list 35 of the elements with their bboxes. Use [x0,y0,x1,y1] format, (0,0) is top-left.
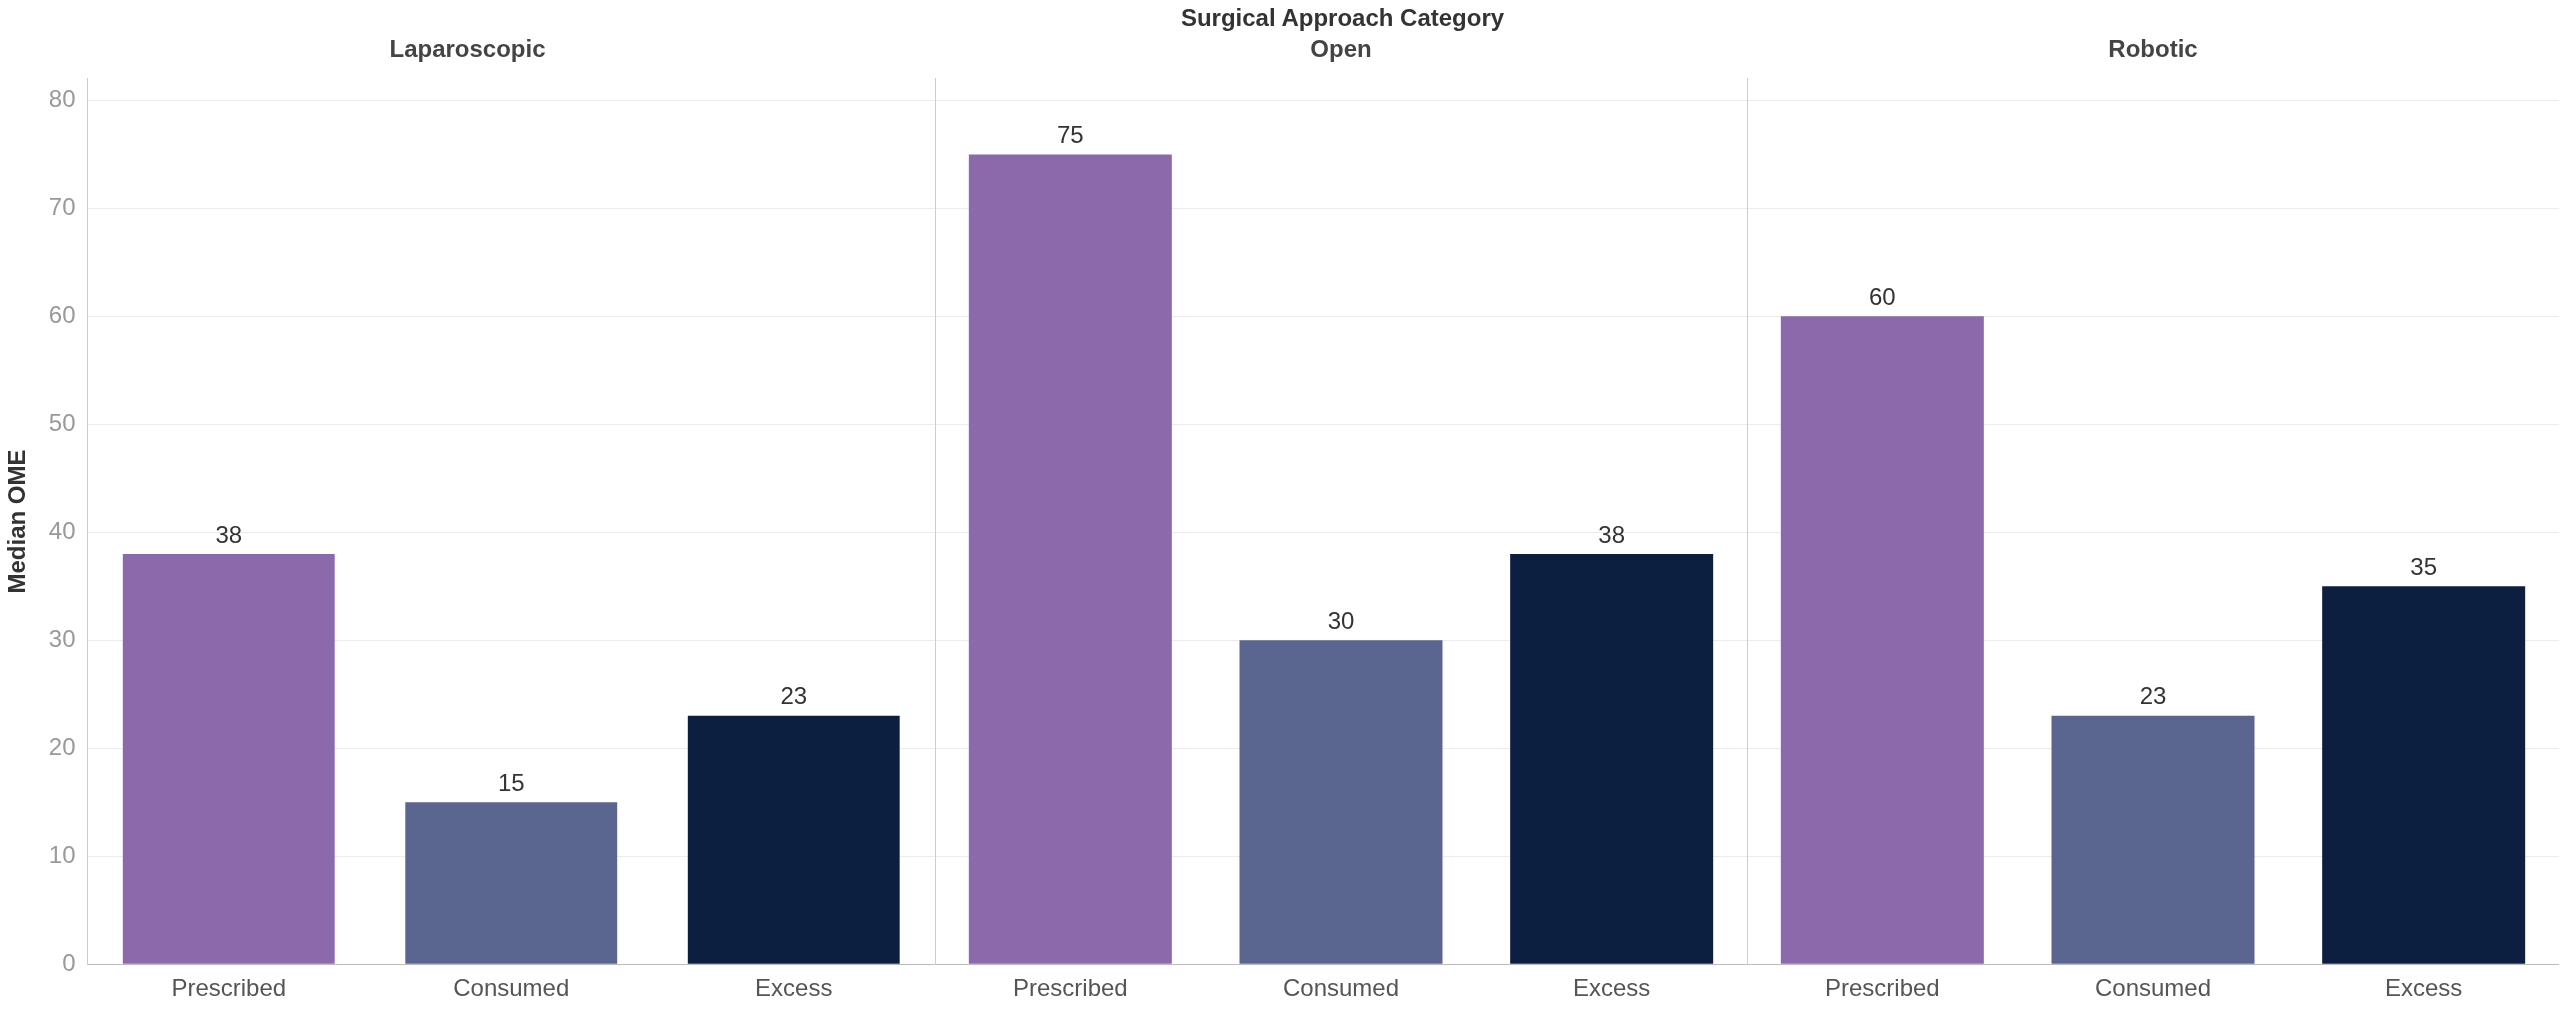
data-label: 23 [2139,682,2167,710]
y-tick-label: 40 [48,516,76,544]
x-tick-label: Excess [755,974,833,1002]
data-label: 23 [780,682,808,710]
text: Surgical Approach Category [1179,4,1506,32]
chart-title: Open [1310,35,1372,63]
y-tick-label: 60 [48,300,76,328]
x-tick-label: Excess [1572,974,1651,1002]
y-tick-label: 10 [48,840,76,868]
data-label: 15 [497,768,525,796]
bar [405,802,618,964]
chart-title: Robotic [2108,35,2198,63]
x-tick-label: Prescribed [1012,974,1128,1002]
data-label: 30 [1327,606,1355,634]
x-tick-label: Prescribed [171,974,287,1002]
chart-title: Laparoscopic [389,35,546,63]
y-tick-label: 70 [48,193,76,220]
data-label: 75 [1056,121,1084,149]
x-tick-label: Consumed [453,974,570,1002]
bar [122,553,335,964]
data-label: 60 [1868,282,1896,310]
data-label: 38 [215,520,243,548]
bar [687,715,900,964]
x-tick-label: Prescribed [1824,974,1940,1002]
x-tick-label: Excess [2384,974,2463,1002]
y-tick-label: 30 [48,624,76,652]
x-tick-label: Consumed [1282,974,1400,1002]
y-tick-label: 0 [62,948,76,976]
x-tick-label: Consumed [2094,974,2212,1002]
y-tick-label: 20 [48,732,76,760]
y-tick-label: 50 [48,408,76,436]
y-axis-title: Median OME [3,449,31,594]
data-label: 35 [2410,552,2438,580]
data-label: 38 [1598,520,1626,548]
y-tick-label: 80 [48,85,76,113]
